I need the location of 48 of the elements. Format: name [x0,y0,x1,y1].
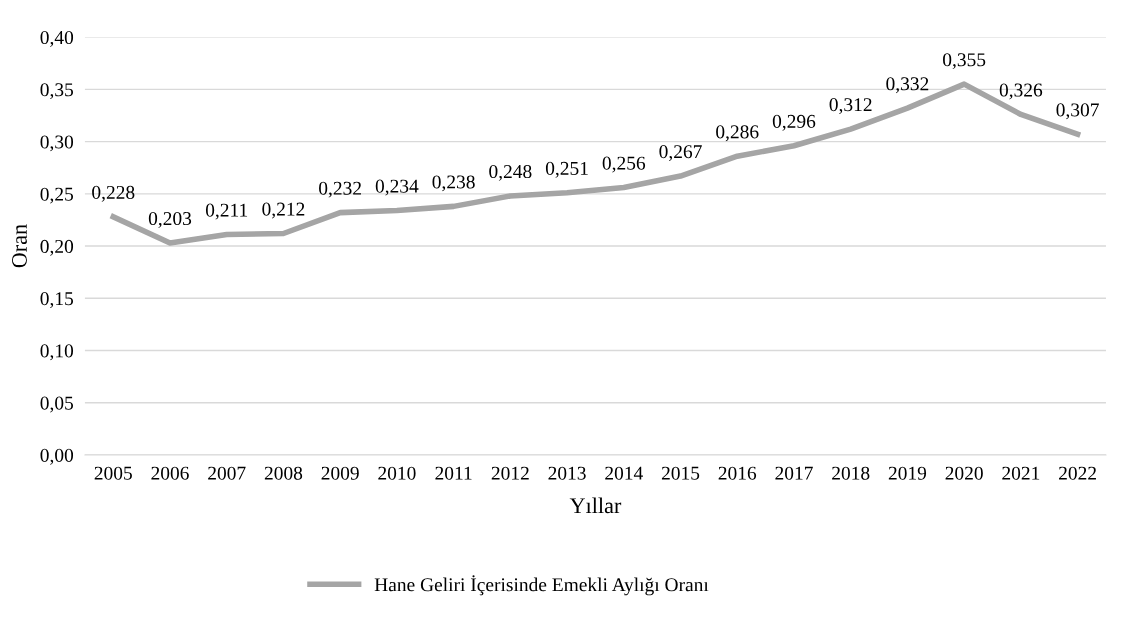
data-label: 0,234 [375,179,419,196]
y-tick-label: 0,20 [40,239,74,256]
y-axis-title: Oran [11,224,27,268]
x-tick-label: 2005 [94,466,132,480]
y-tick-label: 0,00 [40,448,74,465]
x-tick-label: 2012 [491,466,529,480]
x-tick-label: 2015 [661,466,700,480]
x-tick-label: 2007 [208,466,246,480]
data-label: 0,312 [829,98,872,115]
data-label: 0,232 [319,181,361,198]
y-tick-label: 0,05 [40,396,74,413]
x-tick-label: 2011 [435,466,472,480]
data-label: 0,355 [943,53,986,70]
x-tick-label: 2021 [1002,466,1040,480]
data-label: 0,332 [886,77,929,94]
x-tick-label: 2018 [832,466,870,480]
x-tick-label: 2019 [888,466,927,480]
x-tick-label: 2022 [1059,466,1096,480]
data-label: 0,238 [432,175,475,192]
x-tick-label: 2010 [378,466,416,480]
data-label: 0,228 [92,185,135,202]
data-label: 0,286 [716,125,759,142]
y-tick-label: 0,30 [40,135,74,152]
y-tick-label: 0,25 [40,187,74,204]
x-tick-label: 2017 [775,466,813,480]
data-label: 0,248 [489,164,532,181]
y-tick-label: 0,35 [40,83,74,100]
x-tick-label: 2014 [605,466,643,480]
x-tick-label: 2016 [718,466,757,480]
data-label: 0,267 [659,145,702,162]
data-label: 0,256 [602,156,646,173]
y-tick-label: 0,40 [40,30,74,47]
x-tick-label: 2020 [945,466,983,480]
data-label: 0,211 [205,203,248,220]
x-tick-label: 2009 [321,466,359,480]
legend-label: Hane Geliri İçerisinde Emekli Aylığı Oranı [374,575,709,596]
x-tick-label: 2008 [264,466,303,480]
data-label: 0,326 [999,83,1043,100]
data-label: 0,307 [1056,103,1099,120]
data-label: 0,296 [772,114,816,131]
x-axis-title: Yıllar [569,497,622,514]
y-tick-label: 0,15 [40,292,74,309]
data-label: 0,212 [262,202,305,219]
x-tick-label: 2006 [151,466,189,480]
data-label: 0,251 [545,161,588,178]
y-tick-label: 0,10 [40,344,74,361]
data-label: 0,203 [148,211,192,228]
x-tick-label: 2013 [548,466,586,480]
